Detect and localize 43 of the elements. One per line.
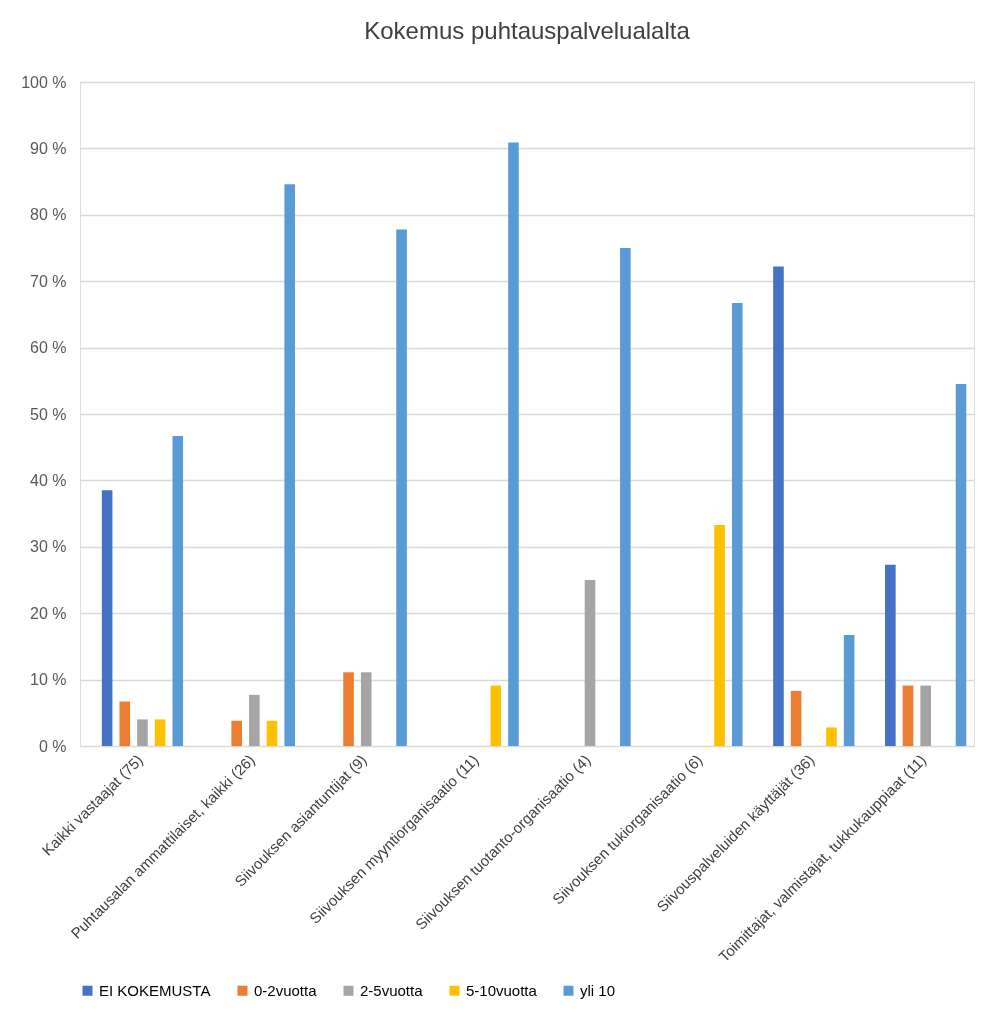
bar bbox=[119, 701, 131, 746]
bar bbox=[955, 384, 967, 746]
legend-label: 5-10vuotta bbox=[466, 981, 538, 999]
bar bbox=[172, 435, 184, 746]
bar bbox=[360, 672, 372, 746]
y-tick-label: 60 % bbox=[30, 339, 67, 357]
legend-label: 2-5vuotta bbox=[360, 981, 424, 999]
y-tick-label: 90 % bbox=[30, 139, 67, 157]
bar bbox=[396, 229, 407, 746]
y-tick-label: 0 % bbox=[38, 737, 67, 755]
bar bbox=[885, 564, 896, 746]
bar bbox=[620, 248, 631, 746]
legend-label: yli 10 bbox=[580, 981, 616, 999]
bar bbox=[101, 490, 113, 746]
bar bbox=[508, 142, 519, 746]
bar bbox=[731, 303, 743, 746]
y-tick-label: 80 % bbox=[30, 206, 67, 224]
bar bbox=[343, 672, 354, 746]
y-tick-label: 20 % bbox=[30, 604, 67, 622]
bar bbox=[249, 694, 260, 746]
bar bbox=[137, 719, 148, 746]
bar bbox=[920, 685, 931, 746]
legend-label: 0-2vuotta bbox=[254, 981, 318, 999]
bar bbox=[790, 690, 802, 746]
legend-label: EI KOKEMUSTA bbox=[99, 981, 211, 999]
bar bbox=[714, 524, 725, 746]
bar bbox=[231, 720, 242, 746]
bar bbox=[826, 727, 837, 746]
bar bbox=[902, 685, 914, 746]
y-tick-label: 10 % bbox=[30, 671, 67, 689]
bar bbox=[284, 184, 295, 746]
y-tick-label: 50 % bbox=[30, 405, 67, 423]
chart-title: Kokemus puhtauspalvelualalta bbox=[364, 17, 691, 44]
bar bbox=[490, 685, 502, 746]
bar bbox=[154, 719, 166, 746]
bar bbox=[584, 580, 596, 746]
y-tick-label: 100 % bbox=[21, 73, 67, 91]
y-tick-label: 30 % bbox=[30, 538, 67, 556]
y-tick-label: 70 % bbox=[30, 272, 67, 290]
y-tick-label: 40 % bbox=[30, 471, 67, 489]
bar bbox=[266, 720, 278, 746]
bar bbox=[773, 266, 784, 746]
bar bbox=[843, 635, 855, 746]
